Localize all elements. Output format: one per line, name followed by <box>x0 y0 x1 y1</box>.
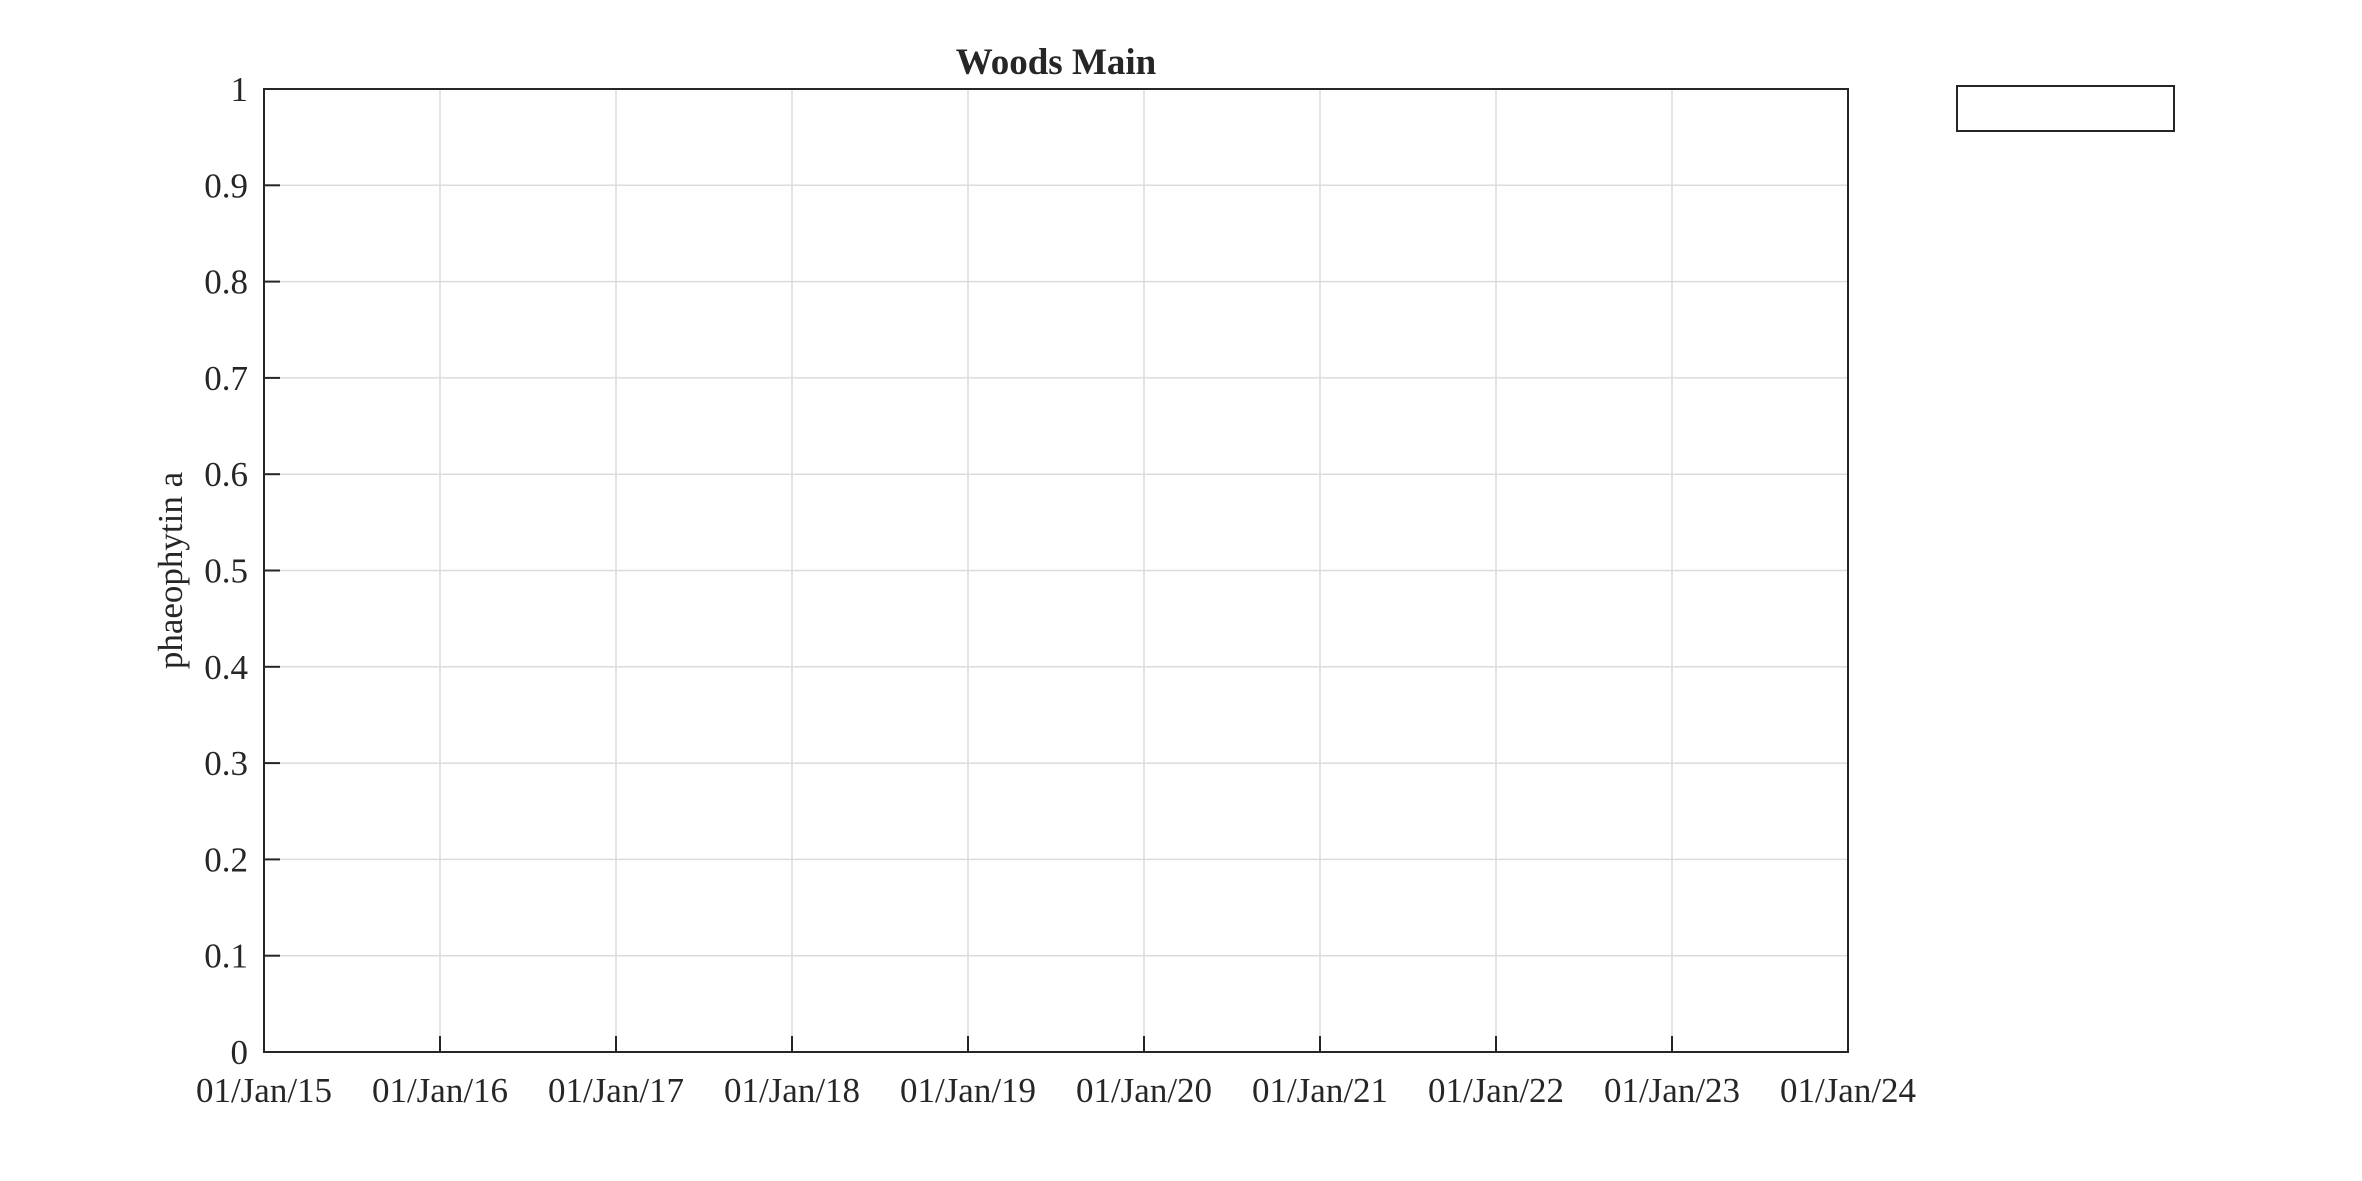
y-tick-label: 0.3 <box>204 744 248 783</box>
x-tick-label: 01/Jan/23 <box>1604 1071 1740 1110</box>
y-tick-label: 0.7 <box>204 359 248 398</box>
x-tick-label: 01/Jan/24 <box>1780 1071 1916 1110</box>
y-tick-label: 0.4 <box>204 648 248 687</box>
y-tick-label: 0.2 <box>204 840 248 879</box>
y-tick-label: 0.9 <box>204 166 248 205</box>
y-tick-label: 0.5 <box>204 552 248 591</box>
x-tick-label: 01/Jan/19 <box>900 1071 1036 1110</box>
x-tick-label: 01/Jan/17 <box>548 1071 684 1110</box>
legend <box>1956 85 2175 132</box>
y-grid-lines <box>264 88 1848 1053</box>
x-tick-label: 01/Jan/18 <box>724 1071 860 1110</box>
x-tick-label: 01/Jan/22 <box>1428 1071 1564 1110</box>
y-axis: 0 0.1 0.2 0.3 0.4 0.5 0.6 0.7 0.8 0.9 1 <box>204 70 280 1072</box>
y-axis-label: phaeophytin a <box>151 471 190 669</box>
x-axis: 01/Jan/15 01/Jan/16 01/Jan/17 01/Jan/18 01/J… <box>196 1036 1916 1110</box>
x-tick-label: 01/Jan/16 <box>372 1071 508 1110</box>
y-tick-label: 0.6 <box>204 455 248 494</box>
y-tick-label: 0.8 <box>204 263 248 302</box>
y-tick-label: 0 <box>231 1033 249 1072</box>
x-tick-label: 01/Jan/15 <box>196 1071 332 1110</box>
chart-title: Woods Main <box>956 42 1157 83</box>
x-tick-label: 01/Jan/21 <box>1252 1071 1388 1110</box>
y-tick-label: 1 <box>231 70 249 109</box>
x-tick-label: 01/Jan/20 <box>1076 1071 1212 1110</box>
y-tick-label: 0.1 <box>204 937 248 976</box>
